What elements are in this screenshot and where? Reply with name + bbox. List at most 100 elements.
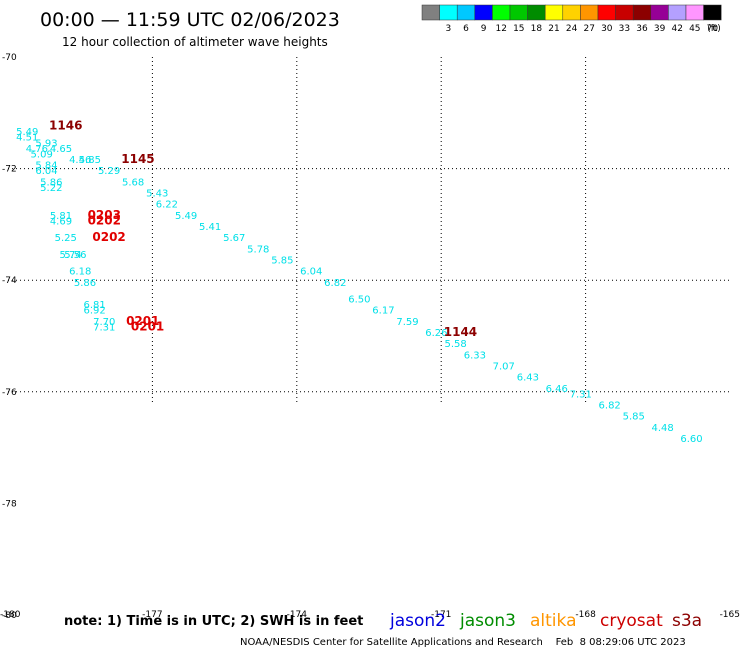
y-tick-label: -74: [2, 276, 17, 286]
wave-height-value: 4.85: [79, 155, 101, 166]
wave-height-value: 5.22: [40, 183, 62, 194]
x-tick-label: -165: [720, 610, 740, 620]
wave-height-value: 6.50: [348, 295, 370, 306]
pass-time-label: 0201: [131, 319, 164, 333]
y-tick-label: -72: [2, 165, 17, 175]
wave-height-value: 5.49: [16, 127, 38, 138]
wave-height-value: 6.33: [464, 350, 486, 361]
pass-time-label: 1144: [444, 325, 477, 339]
wave-height-value: 4.69: [50, 216, 72, 227]
legend-swatch: [509, 4, 528, 21]
wave-height-value: 6.04: [300, 267, 322, 278]
satellite-legend: jason2 jason3 altika cryosat s3a: [389, 611, 702, 631]
legend-bin-label: 21: [548, 24, 559, 34]
wave-height-value: 5.84: [35, 161, 57, 172]
wave-height-value: 6.43: [517, 373, 539, 384]
satellite-name: jason2: [389, 611, 446, 631]
wave-height-value: 7.70: [93, 317, 115, 328]
wave-height-value: 6.81: [84, 300, 106, 311]
wave-height-value: 5.81: [50, 211, 72, 222]
pass-time-label: 1146: [49, 119, 82, 133]
y-tick-label: -76: [2, 388, 17, 398]
legend-swatch: [580, 4, 599, 21]
wave-height-value: 6.82: [324, 278, 346, 289]
wave-height-value: 4.48: [651, 423, 673, 434]
legend-swatch: [439, 4, 458, 21]
y-tick-label: -78: [2, 499, 17, 509]
legend-bin-label: 42: [671, 24, 682, 34]
color-scale-legend: 3 6 9 12 15 18 21 24 27 30 33 36 39 42 45 70(ft): [421, 4, 722, 34]
wave-height-value: 6.92: [84, 306, 106, 317]
legend-bin-label: 70: [707, 24, 719, 34]
satellite-name: altika: [530, 611, 577, 631]
legend-swatch: [562, 4, 581, 21]
legend-bin-label: 12: [495, 24, 506, 34]
wave-height-value: 5.85: [623, 412, 645, 423]
legend-swatch: [632, 4, 652, 21]
wave-height-value: 4.65: [50, 144, 72, 155]
legend-bin-label: 18: [531, 24, 543, 34]
pass-time-label: 1145: [121, 152, 154, 166]
legend-swatch: [492, 4, 511, 21]
pass-time-label: 0202: [88, 213, 121, 227]
legend-bin-label: 24: [566, 24, 578, 34]
legend-swatch: [544, 4, 564, 21]
legend-swatch: [615, 4, 634, 21]
wave-height-value: 5.78: [247, 244, 269, 255]
wave-height-value: 6.60: [680, 434, 702, 445]
wave-height-value: 5.86: [40, 177, 62, 188]
legend-bin-label: 27: [583, 24, 594, 34]
wave-height-value: 7.31: [570, 389, 592, 400]
wave-height-value: 6.18: [69, 267, 91, 278]
x-tick-label: -174: [287, 610, 308, 620]
satellite-name: s3a: [672, 611, 702, 631]
wave-height-value: 7.07: [493, 361, 515, 372]
legend-bin-label: 33: [619, 24, 630, 34]
wave-height-value: 5.25: [55, 233, 77, 244]
wave-height-value: 6.17: [372, 306, 394, 317]
legend-swatch: [668, 4, 687, 21]
y-axis-ticks: -70 -72 -74 -76 -78 -80: [2, 53, 17, 621]
wave-height-value: 7.31: [93, 322, 115, 333]
legend-swatch: [474, 4, 493, 21]
x-tick-label: -171: [431, 610, 451, 620]
wave-height-value: 6.04: [35, 166, 57, 177]
legend-bin-label: 9: [481, 24, 487, 34]
pass-time-label: 0202: [92, 230, 125, 244]
legend-swatch: [597, 4, 616, 21]
legend-swatch: [703, 4, 722, 21]
x-tick-label: -168: [575, 610, 596, 620]
grid: [8, 57, 730, 405]
y-tick-label: -80: [2, 611, 17, 621]
wave-height-value: 5.41: [199, 222, 221, 233]
legend-swatch: [456, 4, 476, 21]
x-tick-label: -177: [142, 610, 162, 620]
wave-height-value: 6.82: [599, 401, 621, 412]
header-subtitle: 12 hour collection of altimeter wave hei…: [62, 35, 328, 49]
wave-height-value: 5.86: [74, 278, 96, 289]
wave-height-value: 6.46: [546, 384, 568, 395]
pass-time-label: 0201: [126, 314, 159, 328]
wave-height-value: 5.68: [122, 177, 144, 188]
x-tick-label: -180: [0, 610, 21, 620]
wave-height-value: 5.56: [64, 250, 86, 261]
wave-height-value: 5.67: [223, 233, 245, 244]
legend-unit: (ft): [707, 24, 721, 34]
wave-height-value: 6.26: [425, 328, 447, 339]
legend-bin-label: 15: [513, 24, 524, 34]
pass-time-label: 0203: [88, 208, 121, 222]
wave-height-value: 5.93: [35, 138, 57, 149]
legend-bin-label: 30: [601, 24, 613, 34]
wave-height-value: 4.76: [26, 144, 48, 155]
wave-height-value: 6.22: [156, 200, 178, 211]
wave-height-value: 5.43: [146, 189, 168, 200]
legend-bin-label: 39: [654, 24, 666, 34]
legend-bin-label: 3: [446, 24, 452, 34]
legend-bin-label: 6: [463, 24, 469, 34]
legend-swatch: [650, 4, 669, 21]
legend-bin-label: 36: [636, 24, 648, 34]
wave-height-value: 5.29: [98, 166, 120, 177]
wave-height-value: 5.49: [175, 211, 197, 222]
